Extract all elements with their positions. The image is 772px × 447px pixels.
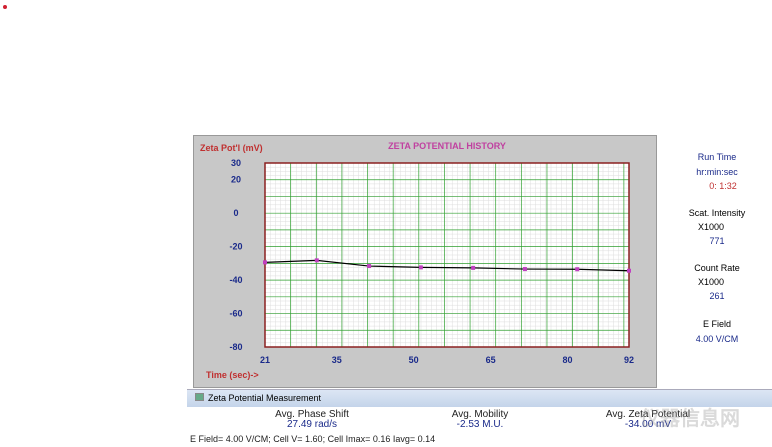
scat-intensity-unit: X1000: [697, 222, 725, 232]
series-line: [264, 259, 630, 272]
watermark: 仪器信息网: [640, 408, 740, 430]
run-time-unit: hr:min:sec: [696, 167, 738, 177]
run-time-label: Run Time: [697, 152, 737, 162]
red-dot: [3, 5, 7, 9]
x-tick-label: 65: [486, 355, 496, 365]
data-point: [263, 260, 267, 265]
y-axis-label: Zeta Pot'l (mV): [200, 143, 263, 153]
data-point: [367, 264, 372, 269]
plot-frame: [264, 162, 630, 348]
measurement-titlebar: Zeta Potential Measurement: [187, 389, 772, 407]
e-field-label: E Field: [702, 319, 731, 329]
zeta-chart: Zeta Pot'l (mV) ZETA POTENTIAL HISTORY T…: [200, 141, 634, 380]
y-tick-label: 30: [231, 158, 241, 168]
mobility-label: Avg. Mobility: [451, 409, 509, 420]
zeta-value: -34.00 mV: [624, 419, 672, 430]
mobility-value: -2.53 M.U.: [456, 419, 504, 430]
x-axis-label: Time (sec)->: [206, 370, 259, 380]
y-tick-label: -20: [229, 242, 242, 252]
count-rate-value: 261: [709, 291, 725, 301]
x-tick-label: 80: [562, 355, 572, 365]
chart-title: ZETA POTENTIAL HISTORY: [388, 141, 506, 151]
zeta-label: Avg. Zeta Potential: [605, 409, 691, 420]
x-tick-label: 92: [624, 355, 634, 365]
scat-intensity-label: Scat. Intensity: [688, 208, 746, 218]
count-rate-unit: X1000: [697, 277, 725, 287]
x-tick-label: 21: [260, 355, 270, 365]
y-tick-label: 0: [233, 208, 238, 218]
y-tick-label: 20: [231, 175, 241, 185]
y-tick-label: -80: [229, 342, 242, 352]
data-point: [627, 268, 631, 273]
y-tick-label: -40: [229, 275, 242, 285]
window-icon: [195, 393, 204, 401]
data-point: [471, 265, 476, 270]
data-point: [575, 267, 580, 272]
data-point: [314, 258, 319, 263]
measurement-footer: E Field= 4.00 V/CM; Cell V= 1.60; Cell I…: [190, 434, 436, 444]
x-tick-label: 50: [409, 355, 419, 365]
e-field-value: 4.00 V/CM: [695, 334, 739, 344]
x-tick-label: 35: [332, 355, 342, 365]
count-rate-label: Count Rate: [694, 263, 740, 273]
data-point: [418, 265, 423, 270]
run-time-value: 0: 1:32: [709, 181, 737, 191]
chart-panel: Zeta Pot'l (mV) ZETA POTENTIAL HISTORY T…: [193, 135, 657, 388]
data-point: [522, 267, 527, 272]
phase-shift-value: 27.49 rad/s: [286, 419, 338, 430]
scat-intensity-value: 771: [709, 236, 725, 246]
y-tick-label: -60: [229, 309, 242, 319]
measurement-title: Zeta Potential Measurement: [208, 393, 322, 403]
phase-shift-label: Avg. Phase Shift: [275, 409, 349, 420]
